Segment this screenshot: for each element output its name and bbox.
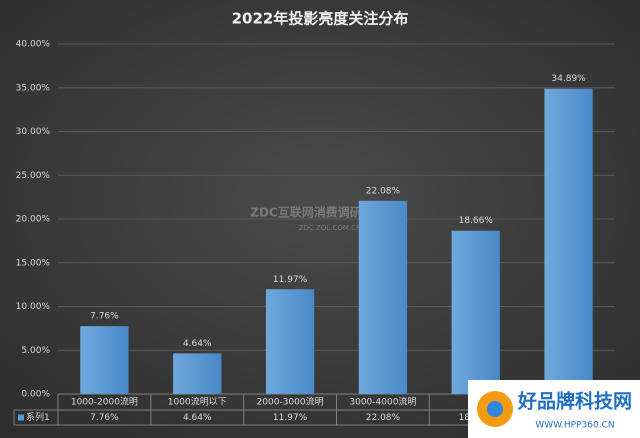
data-label: 7.76% [90,312,119,322]
bar [451,230,500,394]
table-value: 4.64% [183,413,212,423]
x-tick-label: 3000-4000流明 [349,396,416,408]
chart-title: 2022年投影亮度关注分布 [232,10,409,28]
y-tick-label: 20.00% [16,215,51,225]
watermark-url: ZDC.ZOL.COM.CN [299,224,362,232]
y-tick-label: 30.00% [16,127,51,137]
logo: 好品牌科技网 WWW.HPP360.CN [468,380,640,438]
bar [544,88,593,395]
y-tick-label: 25.00% [16,171,51,181]
legend-swatch [18,414,24,421]
bar [358,200,408,394]
bar [80,326,129,394]
table-value: 7.76% [90,413,119,423]
data-label: 18.66% [459,216,494,226]
data-label: 4.64% [183,339,212,349]
logo-url: WWW.HPP360.CN [535,421,614,431]
watermark: ZDC互联网消费调研中心 [250,205,385,220]
table-value: 22.08% [366,413,401,423]
y-tick-label: 10.00% [16,302,51,312]
x-tick-label: 1000-2000流明 [71,396,138,408]
data-label: 11.97% [273,275,308,285]
bar [265,289,315,394]
y-tick-label: 5.00% [21,346,50,356]
legend-label: 系列1 [26,411,50,423]
y-tick-label: 35.00% [16,83,51,93]
y-tick-label: 0.00% [21,390,50,400]
data-label: 34.89% [551,74,586,84]
table-value: 11.97% [273,413,308,423]
y-tick-label: 40.00% [16,40,51,50]
bar [173,353,222,394]
logo-icon-inner [487,401,503,417]
data-label: 22.08% [366,186,401,196]
x-tick-label: 2000-3000流明 [257,396,324,408]
x-tick-label: 1000流明以下 [168,396,227,408]
y-tick-label: 15.00% [16,258,51,268]
logo-title: 好品牌科技网 [517,390,632,413]
